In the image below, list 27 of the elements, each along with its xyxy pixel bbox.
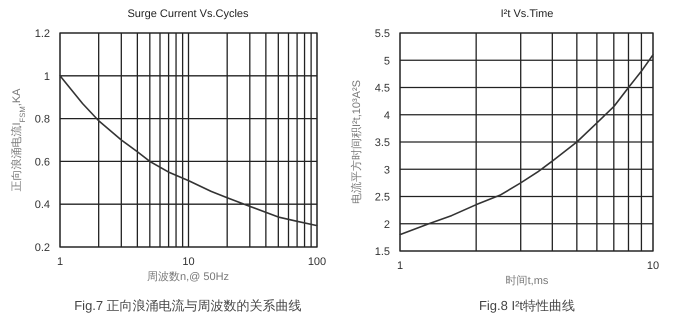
y-tick-label: 2 bbox=[384, 218, 390, 231]
x-tick-label: 100 bbox=[308, 256, 326, 268]
caption: Fig.7 正向浪涌电流与周波数的关系曲线 bbox=[74, 298, 302, 313]
y-axis-title: 电流平方时间积I²t,10³A²S bbox=[350, 80, 363, 204]
y-tick-label: 0.8 bbox=[34, 114, 50, 126]
y-tick-label: 5 bbox=[384, 55, 390, 68]
chart-title: Surge Current Vs.Cycles bbox=[127, 8, 250, 20]
caption: Fig.8 I²t特性曲线 bbox=[478, 298, 576, 313]
y-tick-label: 0.4 bbox=[34, 199, 50, 212]
y-tick-label: 1.5 bbox=[374, 246, 390, 258]
y-tick-label: 2.5 bbox=[374, 192, 390, 204]
x-tick-label: 10 bbox=[182, 256, 195, 268]
x-tick-label: 10 bbox=[646, 260, 660, 272]
x-tick-label: 1 bbox=[56, 256, 64, 268]
y-tick-label: 4.5 bbox=[374, 82, 390, 94]
y-tick-label: 3.5 bbox=[374, 137, 390, 149]
y-tick-label: 1 bbox=[44, 70, 50, 83]
x-axis-title: 时间t,ms bbox=[506, 274, 549, 287]
x-tick-label: 1 bbox=[396, 260, 404, 272]
y-tick-label: 5.5 bbox=[374, 28, 390, 40]
chart-title: I²t Vs.Time bbox=[500, 8, 554, 20]
y-tick-label: 0.6 bbox=[34, 156, 50, 168]
y-tick-label: 0.2 bbox=[34, 242, 50, 254]
y-tick-label: 1.2 bbox=[34, 28, 50, 40]
x-axis-title: 周波数n,@ 50Hz bbox=[146, 270, 230, 283]
y-tick-label: 4 bbox=[384, 110, 390, 122]
y-tick-label: 3 bbox=[384, 164, 390, 176]
